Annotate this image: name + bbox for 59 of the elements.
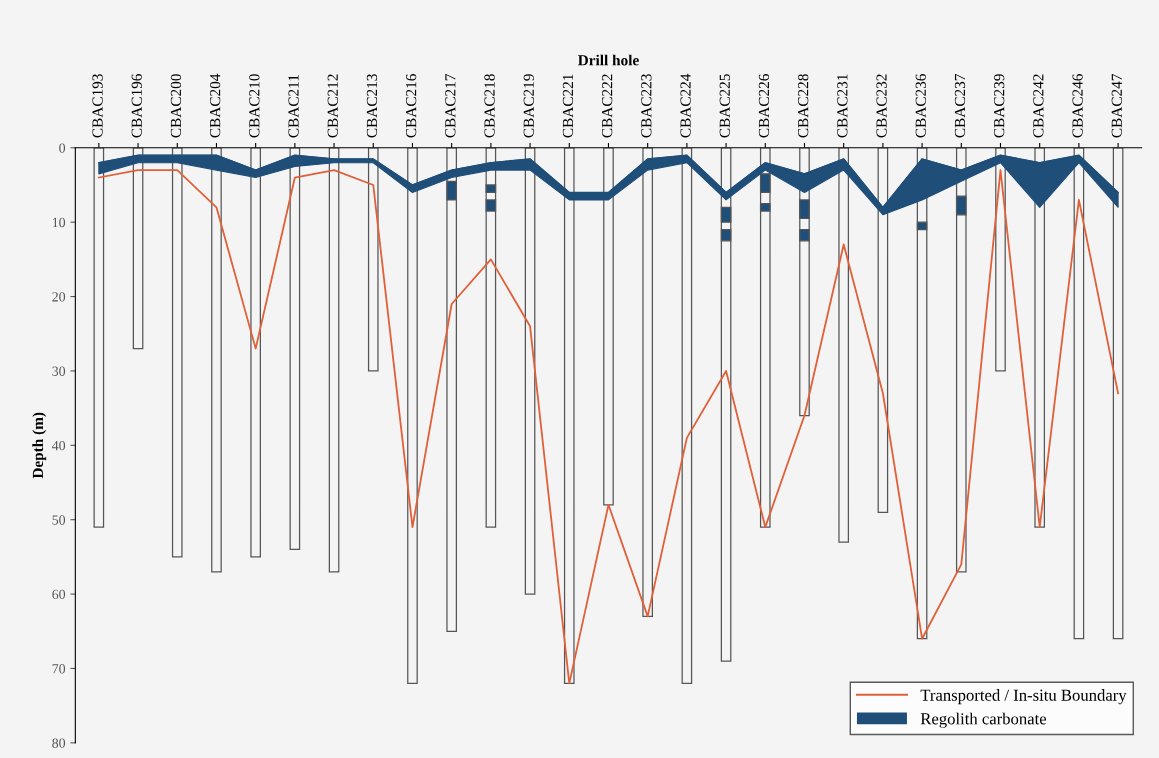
y-tick-label: 60 xyxy=(52,589,66,600)
y-axis-title: Depth (m) xyxy=(32,412,47,479)
bar xyxy=(289,147,301,551)
legend-label: Regolith carbonate xyxy=(920,712,1047,728)
x-tick-label: CBAC216 xyxy=(406,74,417,138)
y-tick-label: 10 xyxy=(52,217,66,228)
y-tick-label: 20 xyxy=(52,292,66,302)
x-tick-label: CBAC239 xyxy=(994,74,1005,138)
bar xyxy=(681,147,693,684)
bar xyxy=(1112,147,1124,640)
y-tick-label: 80 xyxy=(52,738,66,748)
x-tick-label: CBAC221 xyxy=(562,74,574,138)
x-tick-label: CBAC219 xyxy=(523,74,534,138)
y-tick-label: 30 xyxy=(52,366,66,376)
x-tick-label: CBAC212 xyxy=(327,74,338,138)
bar xyxy=(407,147,418,684)
x-tick-label: CBAC228 xyxy=(798,74,809,138)
x-tick-label: CBAC225 xyxy=(719,74,730,138)
y-tick-label: 40 xyxy=(52,440,66,451)
legend-label: Transported / In-situ Boundary xyxy=(920,689,1127,705)
x-tick-label: CBAC193 xyxy=(92,74,103,138)
x-axis-title: Drill hole xyxy=(577,54,639,66)
x-tick-label: CBAC196 xyxy=(131,74,142,138)
bar xyxy=(563,147,575,684)
x-tick-label: CBAC246 xyxy=(1072,74,1083,138)
bar xyxy=(93,147,105,528)
x-tick-label: CBAC232 xyxy=(876,74,887,138)
x-tick-label: CBAC226 xyxy=(758,74,770,138)
x-tick-label: CBAC236 xyxy=(915,74,926,138)
bar xyxy=(642,147,654,618)
x-tick-label: CBAC211 xyxy=(288,75,299,138)
bar xyxy=(211,147,222,573)
bar xyxy=(367,147,379,372)
line-series xyxy=(97,169,1119,685)
x-tick-label: CBAC213 xyxy=(366,74,378,138)
x-tick-label: CBAC237 xyxy=(954,74,966,138)
bar xyxy=(603,147,614,506)
bar xyxy=(838,147,850,543)
bar xyxy=(955,147,967,573)
y-tick-label: 0 xyxy=(59,143,66,153)
bar xyxy=(250,147,261,558)
x-tick-label: CBAC217 xyxy=(445,74,456,138)
bar xyxy=(720,147,732,662)
x-tick-label: CBAC231 xyxy=(837,74,848,138)
x-tick-label: CBAC218 xyxy=(484,74,495,138)
x-tick-label: CBAC204 xyxy=(209,73,221,138)
bar xyxy=(1073,147,1085,640)
bar xyxy=(328,147,340,573)
y-tick-label: 50 xyxy=(52,515,66,525)
x-tick-label: CBAC223 xyxy=(641,74,652,138)
x-tick-label: CBAC242 xyxy=(1033,74,1044,138)
y-tick-label: 70 xyxy=(52,664,66,674)
x-tick-label: CBAC247 xyxy=(1111,74,1122,138)
x-tick-label: CBAC210 xyxy=(249,74,260,138)
x-tick-label: CBAC222 xyxy=(602,74,613,138)
bar xyxy=(446,147,457,632)
bar xyxy=(171,147,183,558)
x-tick-label: CBAC224 xyxy=(680,73,691,138)
x-tick-label: CBAC200 xyxy=(170,74,182,138)
